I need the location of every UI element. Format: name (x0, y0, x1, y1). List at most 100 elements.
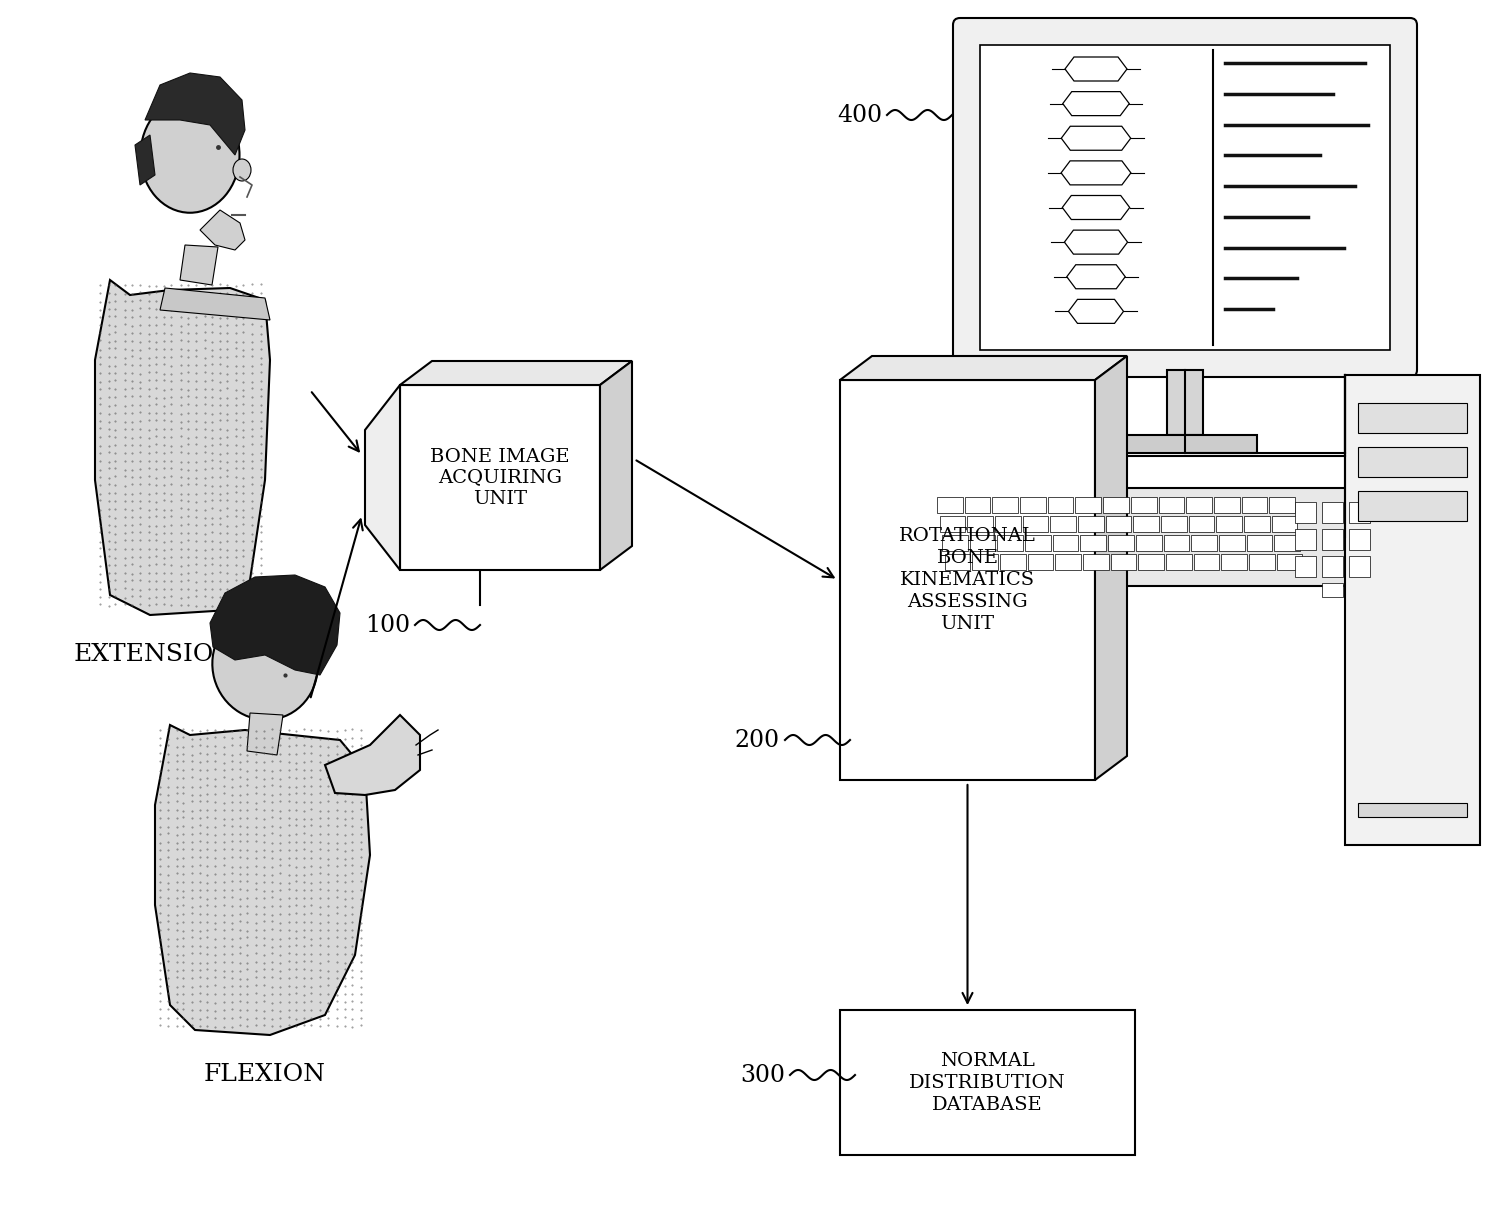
Text: KINEMATICS: KINEMATICS (899, 570, 1034, 589)
Bar (1078, 516, 1103, 532)
Bar (1108, 535, 1133, 551)
Bar (1025, 535, 1051, 551)
Bar (1159, 496, 1184, 513)
Bar (1130, 496, 1157, 513)
Bar (1082, 554, 1109, 570)
Bar (1295, 501, 1316, 524)
Bar (1358, 803, 1468, 817)
Bar (1136, 535, 1162, 551)
Polygon shape (145, 73, 244, 155)
Bar (1349, 529, 1370, 549)
Text: 300: 300 (741, 1063, 785, 1087)
Bar (1322, 501, 1343, 524)
Polygon shape (400, 361, 633, 386)
Polygon shape (400, 386, 600, 570)
Polygon shape (839, 379, 1094, 780)
Bar (1111, 554, 1136, 570)
Bar (1055, 554, 1081, 570)
Bar (970, 535, 995, 551)
Bar (1163, 535, 1189, 551)
Bar (1103, 496, 1129, 513)
Bar (965, 496, 991, 513)
Bar (1219, 535, 1244, 551)
Polygon shape (1064, 230, 1127, 254)
Bar (839, 1010, 1135, 1156)
Polygon shape (154, 724, 370, 1035)
Bar (1222, 554, 1247, 570)
Bar (941, 535, 968, 551)
Bar (973, 554, 998, 570)
Bar (1075, 496, 1102, 513)
Bar (1349, 556, 1370, 577)
Polygon shape (160, 288, 270, 320)
Bar (940, 516, 965, 532)
Polygon shape (199, 209, 244, 250)
Polygon shape (210, 575, 340, 675)
Bar (1271, 516, 1298, 532)
Polygon shape (247, 713, 283, 755)
Bar (1345, 375, 1480, 845)
FancyBboxPatch shape (953, 18, 1417, 377)
Bar (1189, 516, 1214, 532)
Text: BONE: BONE (937, 549, 998, 567)
Bar (1322, 529, 1343, 549)
Text: ROTATIONAL: ROTATIONAL (899, 527, 1036, 545)
Text: 100: 100 (364, 614, 411, 637)
Bar (1052, 535, 1078, 551)
Polygon shape (1064, 57, 1127, 81)
Text: BONE IMAGE: BONE IMAGE (430, 447, 570, 466)
Bar (1322, 556, 1343, 577)
Polygon shape (1094, 356, 1127, 780)
Bar (1247, 535, 1273, 551)
Bar (1295, 529, 1316, 549)
Bar (1244, 516, 1270, 532)
Bar (1249, 554, 1274, 570)
Bar (1081, 535, 1106, 551)
Bar (1349, 501, 1370, 524)
Text: ASSESSING: ASSESSING (907, 593, 1028, 611)
Bar (1021, 496, 1046, 513)
Bar (980, 46, 1390, 350)
Text: ACQUIRING: ACQUIRING (438, 468, 562, 487)
Bar (1358, 403, 1468, 432)
Ellipse shape (141, 97, 240, 213)
Bar (1048, 496, 1073, 513)
Polygon shape (94, 280, 270, 615)
Bar (1133, 516, 1159, 532)
Text: EXTENSION: EXTENSION (73, 643, 235, 667)
Bar (1295, 556, 1316, 577)
Polygon shape (1067, 265, 1126, 288)
Bar (937, 496, 962, 513)
Bar (995, 516, 1021, 532)
Bar (944, 554, 970, 570)
Polygon shape (1063, 196, 1130, 219)
Text: DISTRIBUTION: DISTRIBUTION (910, 1073, 1066, 1092)
Polygon shape (839, 356, 1127, 379)
Polygon shape (1061, 126, 1130, 150)
Bar (1358, 447, 1468, 477)
Bar (1186, 496, 1211, 513)
Bar (1000, 554, 1025, 570)
Bar (1168, 370, 1204, 435)
Bar (1214, 496, 1240, 513)
Bar (1162, 516, 1187, 532)
Bar (1358, 492, 1468, 521)
Bar (1192, 535, 1217, 551)
Ellipse shape (213, 610, 318, 719)
Text: UNIT: UNIT (940, 615, 994, 633)
Text: FLEXION: FLEXION (204, 1063, 325, 1085)
Polygon shape (180, 245, 217, 285)
Bar (1270, 496, 1295, 513)
Bar (1241, 496, 1267, 513)
Text: 200: 200 (735, 728, 779, 752)
Polygon shape (364, 386, 400, 570)
Polygon shape (135, 136, 154, 185)
Bar (1277, 554, 1303, 570)
Bar (997, 535, 1024, 551)
Bar (1216, 516, 1243, 532)
Text: 400: 400 (836, 103, 881, 127)
Bar (1022, 516, 1048, 532)
Bar (1166, 554, 1192, 570)
Text: UNIT: UNIT (474, 489, 528, 508)
Polygon shape (1061, 161, 1130, 185)
